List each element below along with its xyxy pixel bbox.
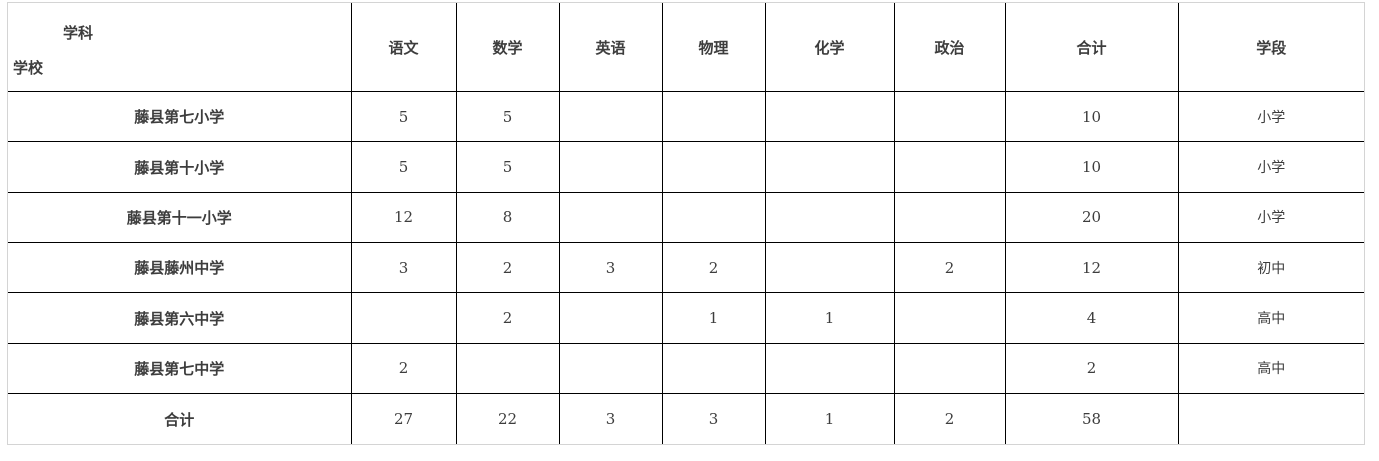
total-cell: 58	[1004, 393, 1179, 444]
table-row: 藤县第十小学 5 5 10 小学	[8, 141, 1364, 193]
grand-total-label-cell: 合计	[8, 393, 352, 444]
corner-header-cell: 学科 学校	[8, 3, 352, 93]
value-cell	[764, 342, 895, 395]
value-cell	[350, 292, 457, 344]
table-row: 藤县第七中学 2 2 高中	[8, 342, 1364, 395]
grand-total-row: 合计 27 22 3 3 1 2 58	[8, 393, 1364, 444]
value-cell	[893, 91, 1006, 143]
corner-label-subject: 学科	[63, 24, 94, 43]
school-subject-table-container: 学科 学校 语文 数学 英语 物理 化学 政治 合计 学段 藤县第七小学 5 5…	[7, 2, 1365, 445]
value-cell: 2	[893, 393, 1006, 444]
value-cell: 12	[350, 191, 457, 244]
total-cell: 10	[1004, 91, 1179, 143]
value-cell	[893, 141, 1006, 193]
col-header-chinese: 语文	[350, 3, 457, 93]
stage-cell: 小学	[1177, 191, 1364, 244]
col-header-english: 英语	[558, 3, 663, 93]
value-cell: 22	[455, 393, 560, 444]
school-name-cell: 藤县第七小学	[8, 91, 352, 143]
col-header-physics: 物理	[661, 3, 766, 93]
value-cell	[661, 141, 766, 193]
col-header-stage: 学段	[1177, 3, 1364, 93]
value-cell	[558, 342, 663, 395]
header-row: 学科 学校 语文 数学 英语 物理 化学 政治 合计 学段	[8, 3, 1364, 93]
table-row: 藤县藤州中学 3 2 3 2 2 12 初中	[8, 242, 1364, 294]
value-cell: 2	[661, 242, 766, 294]
school-subject-table: 学科 学校 语文 数学 英语 物理 化学 政治 合计 学段 藤县第七小学 5 5…	[8, 3, 1364, 444]
stage-cell: 高中	[1177, 292, 1364, 344]
value-cell	[558, 141, 663, 193]
school-name-cell: 藤县第七中学	[8, 342, 352, 395]
school-name-cell: 藤县第十一小学	[8, 191, 352, 244]
value-cell: 5	[350, 91, 457, 143]
value-cell: 3	[558, 242, 663, 294]
value-cell	[764, 141, 895, 193]
value-cell: 8	[455, 191, 560, 244]
table-row: 藤县第七小学 5 5 10 小学	[8, 91, 1364, 143]
value-cell: 3	[350, 242, 457, 294]
value-cell: 27	[350, 393, 457, 444]
value-cell: 5	[455, 141, 560, 193]
total-cell: 10	[1004, 141, 1179, 193]
value-cell	[893, 342, 1006, 395]
col-header-politics: 政治	[893, 3, 1006, 93]
value-cell	[455, 342, 560, 395]
value-cell: 1	[764, 292, 895, 344]
value-cell	[764, 191, 895, 244]
value-cell: 3	[661, 393, 766, 444]
value-cell	[661, 91, 766, 143]
value-cell: 1	[661, 292, 766, 344]
stage-cell: 小学	[1177, 91, 1364, 143]
col-header-total: 合计	[1004, 3, 1179, 93]
stage-cell: 高中	[1177, 342, 1364, 395]
col-header-chemistry: 化学	[764, 3, 895, 93]
total-cell: 4	[1004, 292, 1179, 344]
value-cell: 5	[350, 141, 457, 193]
value-cell	[764, 91, 895, 143]
stage-cell: 初中	[1177, 242, 1364, 294]
value-cell	[893, 191, 1006, 244]
value-cell: 5	[455, 91, 560, 143]
value-cell: 2	[455, 242, 560, 294]
value-cell	[558, 292, 663, 344]
table-row: 藤县第十一小学 12 8 20 小学	[8, 191, 1364, 244]
value-cell	[558, 191, 663, 244]
col-header-math: 数学	[455, 3, 560, 93]
total-cell: 20	[1004, 191, 1179, 244]
school-name-cell: 藤县第十小学	[8, 141, 352, 193]
value-cell	[893, 292, 1006, 344]
value-cell: 2	[455, 292, 560, 344]
school-name-cell: 藤县藤州中学	[8, 242, 352, 294]
value-cell	[661, 342, 766, 395]
school-name-cell: 藤县第六中学	[8, 292, 352, 344]
total-cell: 2	[1004, 342, 1179, 395]
value-cell: 3	[558, 393, 663, 444]
value-cell	[764, 242, 895, 294]
total-cell: 12	[1004, 242, 1179, 294]
value-cell: 2	[350, 342, 457, 395]
value-cell: 2	[893, 242, 1006, 294]
corner-label-school: 学校	[13, 59, 44, 78]
table-row: 藤县第六中学 2 1 1 4 高中	[8, 292, 1364, 344]
value-cell	[558, 91, 663, 143]
value-cell: 1	[764, 393, 895, 444]
stage-cell	[1177, 393, 1364, 444]
stage-cell: 小学	[1177, 141, 1364, 193]
value-cell	[661, 191, 766, 244]
